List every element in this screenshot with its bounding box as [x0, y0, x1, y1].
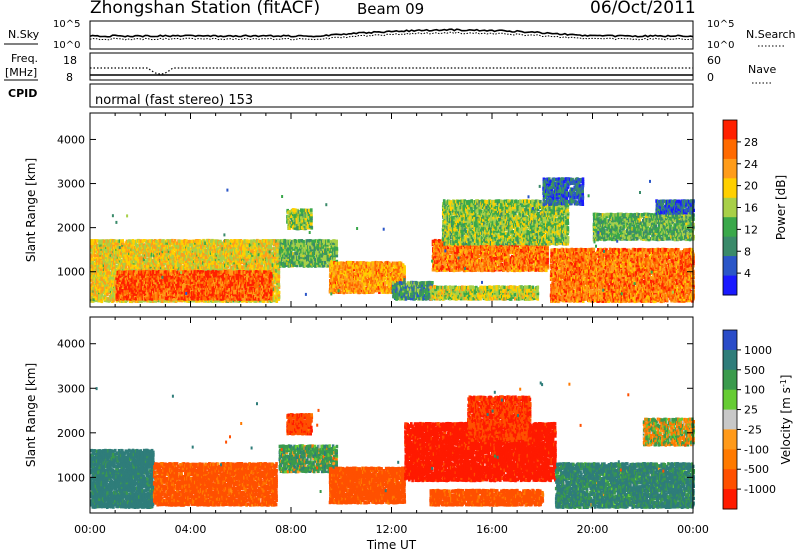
colorbar-tick-label: 1000	[744, 344, 772, 357]
colorbar-tick-label: -25	[744, 423, 762, 436]
colorbar-segment	[723, 469, 737, 489]
nsky-tick-bottom: 10^0	[53, 40, 80, 51]
power-cells	[90, 177, 695, 303]
power-plot: 1000 2000 3000 4000 Slant Range [km] 28 24 20 16…	[24, 113, 788, 307]
velocity-blob-1	[153, 462, 278, 507]
nsearch-tick-bottom: 10^0	[707, 40, 734, 51]
colorbar-segment	[723, 217, 737, 237]
nave-trace	[90, 68, 693, 74]
power-blob-2	[279, 239, 339, 268]
velocity-colorbar: 1000 500 100 25 -25 -100 -500 -1000 Velocity [m …	[723, 330, 793, 510]
colorbar-tick-label: 28	[744, 136, 758, 149]
x-tick-label: 00:00	[74, 523, 106, 536]
velocity-blob-0	[90, 449, 155, 509]
colorbar-segment	[723, 429, 737, 449]
colorbar-tick-label: 24	[744, 158, 758, 171]
x-tick-label: 00:00	[677, 523, 709, 536]
freq-tick-bottom: 8	[66, 71, 73, 84]
x-tick-label: 20:00	[577, 523, 609, 536]
y-axis-label: Slant Range [km]	[24, 158, 38, 262]
colorbar-segment	[723, 159, 737, 179]
colorbar-tick-label: 16	[744, 202, 758, 215]
colorbar-segment	[723, 390, 737, 410]
colorbar-tick-label: 8	[744, 245, 751, 258]
power-blob-6	[429, 285, 539, 301]
radar-figure: N.Sky 10^5 10^0 10^5 10^0 N.Search Freq.…	[0, 0, 800, 554]
cpid-text: normal (fast stereo) 153	[95, 93, 253, 108]
velocity-blob-3	[286, 413, 313, 436]
colorbar-segment	[723, 489, 737, 509]
freq-label: Freq.	[11, 52, 38, 65]
velocity-blob-8	[555, 462, 695, 509]
velocity-blob-7	[467, 395, 532, 442]
nsky-tick-top: 10^5	[53, 19, 80, 30]
colorbar-segment	[723, 449, 737, 469]
colorbar-segment	[723, 330, 737, 350]
freq-unit: [MHz]	[5, 66, 37, 79]
y-tick-label: 2000	[57, 427, 85, 440]
power-blob-12	[542, 177, 584, 206]
y-tick-label: 3000	[57, 382, 85, 395]
colorbar-tick-label: 100	[744, 384, 765, 397]
colorbar-segment	[723, 120, 737, 140]
velocity-blob-6	[429, 489, 544, 507]
colorbar-tick-label: -500	[744, 463, 769, 476]
freq-tick-top: 18	[63, 54, 77, 67]
x-tick-label: 04:00	[175, 523, 207, 536]
colorbar-label: Velocity [m s-1]	[779, 375, 794, 465]
nsky-trace	[90, 29, 693, 37]
colorbar-tick-label: 500	[744, 364, 765, 377]
y-axis-label: Slant Range [km]	[24, 363, 38, 467]
freq-traces	[90, 68, 693, 75]
colorbar-segment	[723, 198, 737, 218]
cpid-label: CPID	[8, 87, 37, 100]
colorbar-tick-label: 12	[744, 223, 758, 236]
nave-tick-bottom: 0	[707, 71, 714, 84]
colorbar-label: Power [dB]	[774, 175, 788, 240]
power-blob-3	[286, 208, 313, 230]
y-tick-label: 2000	[57, 222, 85, 235]
colorbar-segment	[723, 370, 737, 390]
y-tick-label: 1000	[57, 266, 85, 279]
power-blob-8	[442, 199, 570, 246]
colorbar-tick-label: 25	[744, 404, 758, 417]
colorbar-segment	[723, 237, 737, 257]
y-tick-label: 3000	[57, 178, 85, 191]
freq-panel	[90, 53, 693, 80]
colorbar-tick-label: -100	[744, 443, 769, 456]
nsky-label: N.Sky	[8, 28, 40, 41]
velocity-blob-9	[643, 418, 695, 447]
colorbar-tick-label: -1000	[744, 483, 776, 496]
colorbar-segment	[723, 256, 737, 276]
colorbar-segment	[723, 178, 737, 198]
nsearch-label: N.Search	[746, 28, 796, 41]
nsearch-tick-top: 10^5	[707, 19, 734, 30]
nsky-panel	[90, 21, 693, 49]
power-blob-10	[593, 212, 695, 241]
power-blob-1	[115, 270, 273, 301]
colorbar-segment	[723, 139, 737, 159]
nave-label: Nave	[748, 63, 776, 76]
power-blob-11	[655, 199, 695, 215]
nsky-traces	[90, 29, 693, 40]
y-tick-label: 4000	[57, 338, 85, 351]
power-colorbar: 28 24 20 16 12 8 4 Power [dB]	[723, 120, 788, 296]
y-tick-label: 4000	[57, 133, 85, 146]
colorbar-segment	[723, 410, 737, 430]
velocity-plot: 1000 2000 3000 4000 00:00 04:00 08:00 12:00 16:0…	[24, 317, 793, 552]
nave-tick-top: 60	[707, 54, 721, 67]
x-tick-label: 08:00	[275, 523, 307, 536]
colorbar-tick-label: 4	[744, 267, 751, 280]
colorbar-segment	[723, 276, 737, 296]
x-tick-label: 12:00	[376, 523, 408, 536]
x-axis-label: Time UT	[366, 538, 417, 552]
x-tick-label: 16:00	[476, 523, 508, 536]
colorbar-tick-label: 20	[744, 180, 758, 193]
y-tick-label: 1000	[57, 471, 85, 484]
velocity-cells	[90, 382, 695, 510]
velocity-blob-4	[329, 467, 406, 505]
colorbar-segment	[723, 350, 737, 370]
power-blob-5	[392, 281, 434, 301]
